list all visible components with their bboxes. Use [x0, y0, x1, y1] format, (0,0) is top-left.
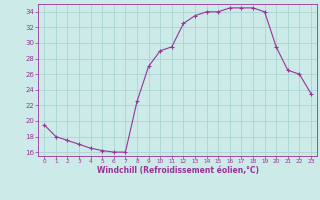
- X-axis label: Windchill (Refroidissement éolien,°C): Windchill (Refroidissement éolien,°C): [97, 166, 259, 175]
